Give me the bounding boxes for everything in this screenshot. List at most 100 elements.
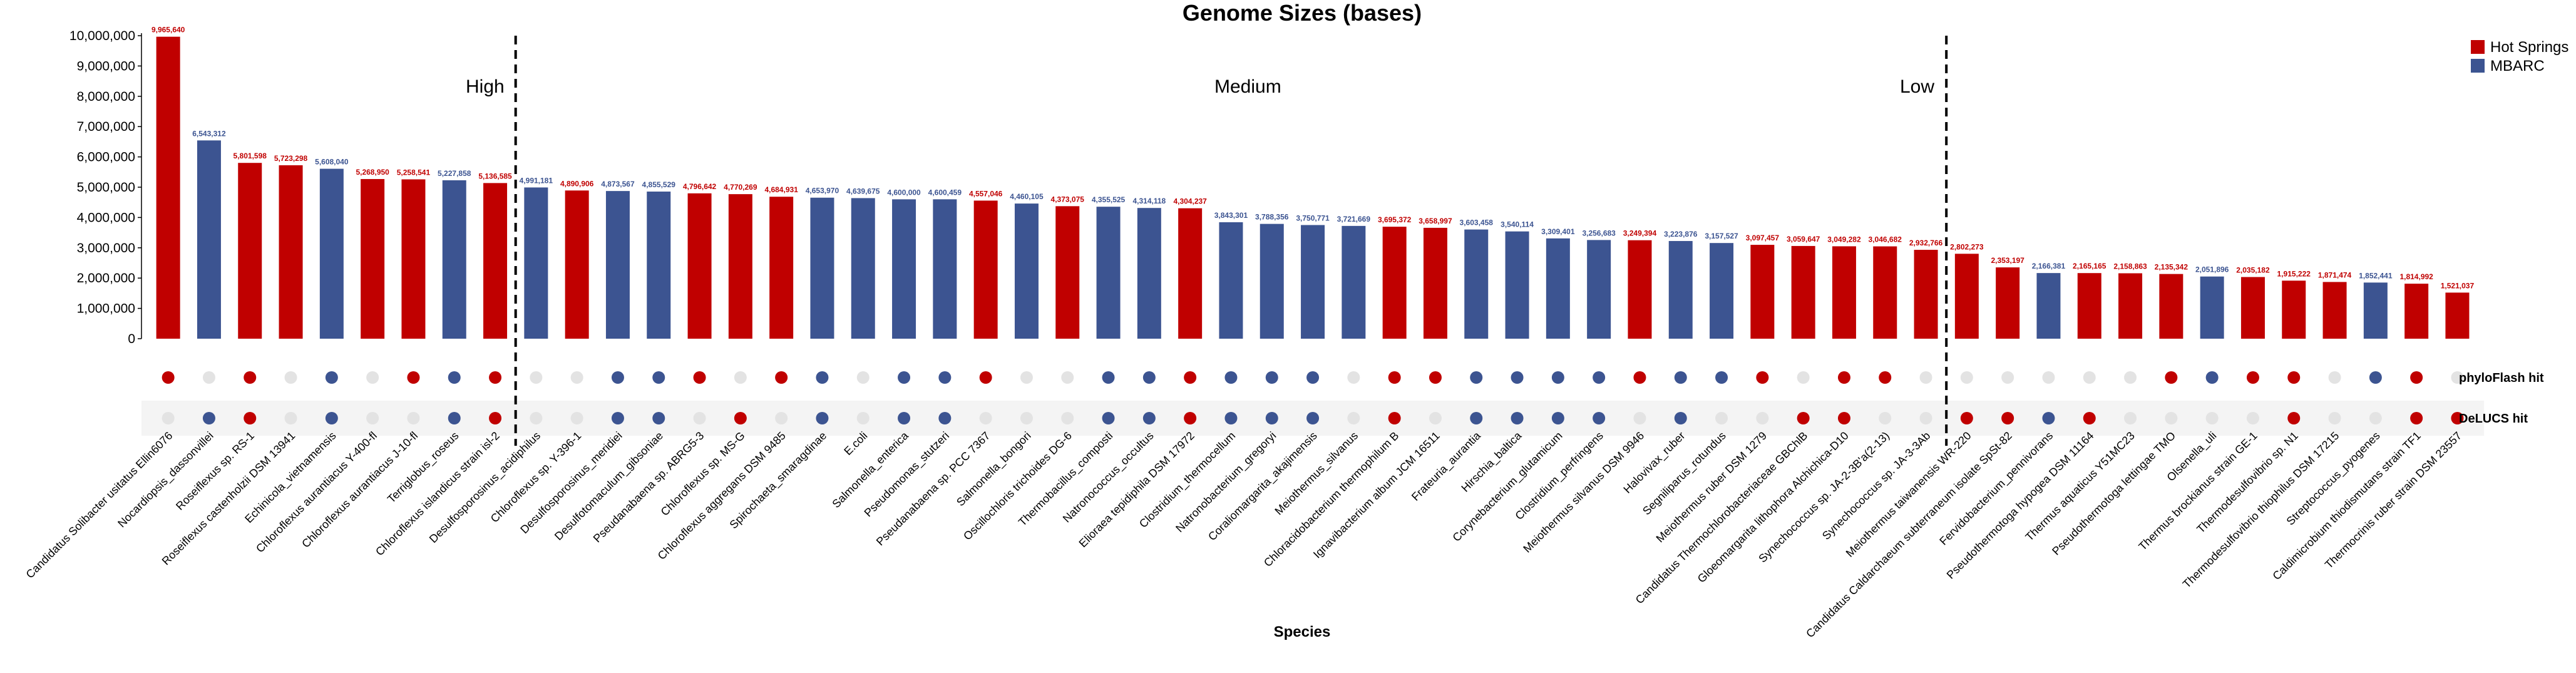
bar (524, 187, 548, 339)
bar-value-label: 4,557,046 (969, 189, 1003, 198)
phyloflash-dot (244, 371, 257, 384)
x-tick-label: Caldimicrobium thiodismutans strain TF1 (2270, 429, 2423, 583)
bar-value-label: 3,695,372 (1378, 215, 1412, 224)
delucs-dot (1674, 412, 1687, 424)
phyloflash-dot (979, 371, 992, 384)
phyloflash-dot (1020, 371, 1033, 384)
delucs-dot (652, 412, 665, 424)
phyloflash-dot (1470, 371, 1483, 384)
bar (1096, 207, 1121, 339)
delucs-dot (1061, 412, 1074, 424)
y-tick-label: 8,000,000 (77, 90, 135, 104)
bar (279, 165, 303, 339)
bar (1014, 203, 1039, 339)
bar (1342, 225, 1366, 339)
bar (197, 140, 221, 339)
phyloflash-dot (734, 371, 747, 384)
delucs-dot (1837, 412, 1850, 424)
phyloflash-dot (2451, 371, 2464, 384)
phyloflash-dot (448, 371, 461, 384)
x-tick-labels: Candidatus Solibacter usitatus Ellin6076… (24, 429, 2465, 640)
phyloflash-dot (775, 371, 788, 384)
bar-value-label: 4,796,642 (683, 182, 717, 191)
phyloflash-dot (1429, 371, 1442, 384)
bar (565, 190, 589, 339)
bar-value-label: 5,227,858 (438, 169, 471, 178)
delucs-dot (489, 412, 502, 424)
phyloflash-dot (693, 371, 706, 384)
bar-value-label: 3,046,682 (1869, 235, 1902, 244)
phyloflash-dot (202, 371, 215, 384)
bar-value-label: 4,304,237 (1173, 197, 1207, 206)
bar (810, 197, 834, 339)
phyloflash-dot (1633, 371, 1646, 384)
phyloflash-dot (1224, 371, 1238, 384)
phyloflash-dot (1715, 371, 1728, 384)
bar (1301, 225, 1325, 339)
bar-value-label: 4,600,459 (928, 188, 962, 197)
delucs-dot (2083, 412, 2096, 424)
delucs-dot (2042, 412, 2055, 424)
phyloflash-dot (1388, 371, 1401, 384)
bar-value-label: 2,135,342 (2155, 263, 2189, 272)
phyloflash-dot (1837, 371, 1850, 384)
bar-value-label: 2,932,766 (1909, 239, 1943, 247)
bar (1750, 245, 1775, 339)
phyloflash-dot (2410, 371, 2423, 384)
y-tick-label: 9,000,000 (77, 59, 135, 73)
delucs-dot (1879, 412, 1892, 424)
phyloflash-dot (284, 371, 297, 384)
phyloflash-dot (2369, 371, 2382, 384)
y-tick-label: 2,000,000 (77, 271, 135, 285)
bar-value-label: 4,355,525 (1092, 195, 1126, 204)
delucs-dot (734, 412, 747, 424)
delucs-dot (2001, 412, 2014, 424)
delucs-dot (1960, 412, 1973, 424)
delucs-dot (1593, 412, 1606, 424)
phyloflash-dot (530, 371, 543, 384)
bar-value-label: 3,097,457 (1746, 234, 1780, 242)
y-tick-label: 7,000,000 (77, 120, 135, 134)
delucs-dot (2369, 412, 2382, 424)
delucs-dot (244, 412, 257, 424)
phyloflash-dot (1756, 371, 1769, 384)
bar-value-label: 5,136,585 (478, 172, 512, 180)
x-tick-label: Terriglobus_roseus (385, 429, 461, 506)
bar-value-label: 3,843,301 (1214, 211, 1248, 220)
delucs-dot (1429, 412, 1442, 424)
x-tick-label: Pseudothermotoga hypogea DSM 11164 (1944, 429, 2096, 582)
delucs-dot (202, 412, 215, 424)
phyloflash-dot (1061, 371, 1074, 384)
bar-value-label: 9,965,640 (151, 26, 185, 34)
region-labels: High Medium Low (466, 76, 1934, 97)
delucs-dot (1388, 412, 1401, 424)
bar (973, 200, 998, 339)
delucs-dot (2410, 412, 2423, 424)
bar (2159, 274, 2183, 339)
legend-label: MBARC (2490, 58, 2545, 74)
bar-value-label: 3,223,876 (1664, 230, 1698, 239)
phyloflash-dot (2124, 371, 2137, 384)
y-axis: 0 1,000,000 2,000,000 3,000,000 4,000,000 5,0… (69, 29, 142, 346)
phyloflash-dot (1551, 371, 1564, 384)
bar (2282, 280, 2306, 339)
bar-value-label: 2,158,863 (2113, 262, 2147, 271)
region-label: Low (1900, 76, 1934, 97)
delucs-dot (856, 412, 870, 424)
delucs-dot (1224, 412, 1238, 424)
bar (1832, 246, 1856, 339)
x-tick-label: Salmonella_bongori (954, 429, 1034, 509)
legend-swatch (2471, 40, 2485, 54)
bar-value-label: 2,051,896 (2195, 265, 2229, 274)
bar (2404, 284, 2429, 339)
bar-value-label: 3,309,401 (1541, 227, 1575, 236)
bar-value-label: 5,723,298 (274, 154, 308, 163)
bar-value-label: 4,855,529 (642, 180, 676, 189)
bar-value-label: 4,991,181 (520, 176, 553, 185)
legend-swatch (2471, 59, 2485, 73)
bar-value-label: 4,873,567 (601, 180, 635, 188)
delucs-dot (979, 412, 992, 424)
x-tick-label: Gloeomargarita lithophora Alchichica-D10 (1695, 429, 1851, 585)
x-axis-title: Species (1274, 624, 1331, 640)
